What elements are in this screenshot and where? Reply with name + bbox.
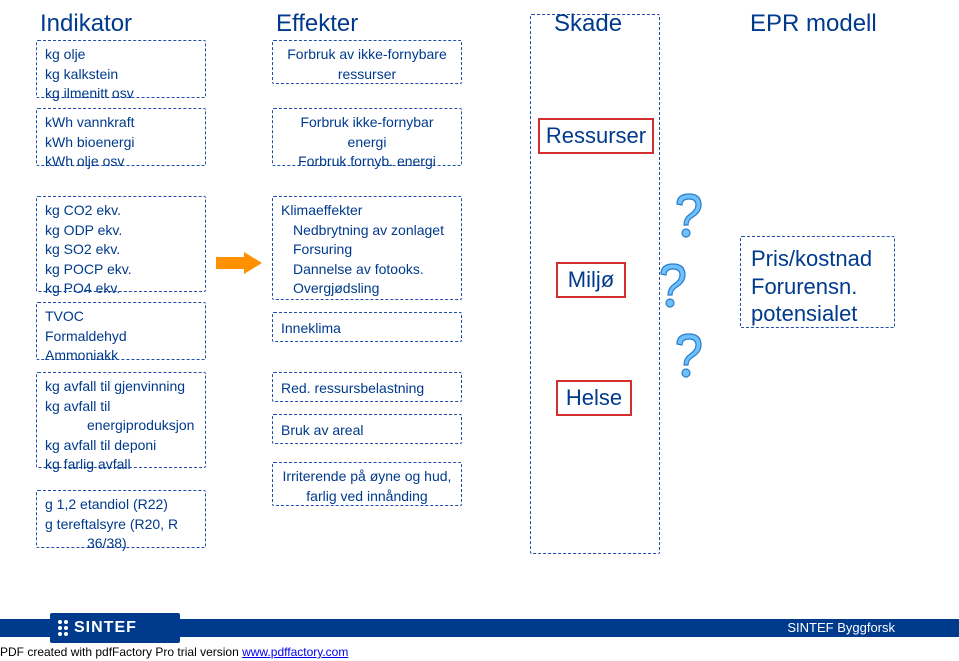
col2-g3: Klimaeffekter Nedbrytning av zonlaget Fo… [272,196,462,300]
text: Forsuring [281,240,453,260]
col3-title: Skade [554,10,622,38]
pdffactory-note: PDF created with pdfFactory Pro trial ve… [0,645,348,659]
question-icon [672,332,706,378]
text: Irriterende på øyne og hud, [281,467,453,487]
text: potensialet [751,300,884,328]
page-number: 11 [926,623,940,638]
text: energiproduksjon [45,416,197,436]
text: g 1,2 etandiol (R22) [45,495,197,515]
text: kg PO4 ekv. [45,279,197,299]
box-ressurser: Ressurser [538,118,654,154]
text: kg kalkstein [45,65,197,85]
logo-text: SINTEF [74,619,137,637]
col1-g6: g 1,2 etandiol (R22) g tereftalsyre (R20… [36,490,206,548]
text: Dannelse av fotooks. [281,260,453,280]
text: kg avfall til deponi [45,436,197,456]
text: Ressurser [546,123,646,149]
col1: Indikator [40,10,132,38]
col2-g6: Bruk av areal [272,414,462,444]
text: PDF created with pdfFactory Pro trial ve… [0,645,242,659]
col4-title: EPR modell [750,10,877,38]
col4-result: Pris/kostnad Forurensn. potensialet [740,236,895,328]
col3: Skade [554,10,622,38]
col2-g7: Irriterende på øyne og hud, farlig ved i… [272,462,462,506]
text: Forbruk fornyb. energi [281,152,453,172]
text: Forbruk av ikke-fornybare [281,45,453,65]
text: Red. ressursbelastning [281,379,453,399]
text: ressurser [281,65,453,85]
text: kg ODP ekv. [45,221,197,241]
arrow-icon [216,252,262,274]
col2: Effekter [276,10,358,38]
text: kg avfall til gjenvinning [45,377,197,397]
sintef-logo: SINTEF [50,613,180,643]
col1-g2: kWh vannkraft kWh bioenergi kWh olje osv [36,108,206,166]
text: Nedbrytning av zonlaget [281,221,453,241]
col2-g4: Inneklima [272,312,462,342]
question-icon [672,192,706,238]
text: kg olje [45,45,197,65]
text: Ammoniakk [45,346,197,366]
text: Helse [566,385,622,411]
text: kg SO2 ekv. [45,240,197,260]
text: kg ilmenitt osv [45,84,197,104]
text: kg avfall til [45,397,197,417]
footer-org: SINTEF Byggforsk [787,620,895,635]
question-icon [656,262,690,308]
col1-g5: kg avfall til gjenvinning kg avfall til … [36,372,206,468]
text: kWh vannkraft [45,113,197,133]
text: kWh bioenergi [45,133,197,153]
text: Pris/kostnad [751,245,884,273]
text: Bruk av areal [281,421,453,441]
text: kg farlig avfall [45,455,197,475]
col2-g5: Red. ressursbelastning [272,372,462,402]
text: kg POCP ekv. [45,260,197,280]
text: Klimaeffekter [281,201,453,221]
box-helse: Helse [556,380,632,416]
col1-g1: kg olje kg kalkstein kg ilmenitt osv [36,40,206,98]
text: Forurensn. [751,273,884,301]
text: Miljø [568,267,614,293]
text: TVOC [45,307,197,327]
text: kg CO2 ekv. [45,201,197,221]
text: Inneklima [281,319,453,339]
col4: EPR modell [750,10,877,38]
text: 36/38) [45,534,197,554]
pdffactory-link[interactable]: www.pdffactory.com [242,645,348,659]
col2-g1: Forbruk av ikke-fornybare ressurser [272,40,462,84]
box-miljo: Miljø [556,262,626,298]
text: kWh olje osv [45,152,197,172]
text: Overgjødsling [281,279,453,299]
text: Forbruk ikke-fornybar [281,113,453,133]
col1-title: Indikator [40,10,132,38]
col1-g3: kg CO2 ekv. kg ODP ekv. kg SO2 ekv. kg P… [36,196,206,292]
col1-g4: TVOC Formaldehyd Ammoniakk [36,302,206,360]
text: g tereftalsyre (R20, R [45,515,197,535]
text: farlig ved innånding [281,487,453,507]
text: energi [281,133,453,153]
col2-title: Effekter [276,10,358,38]
slide: Indikator kg olje kg kalkstein kg ilmeni… [0,0,959,661]
text: Formaldehyd [45,327,197,347]
col2-g2: Forbruk ikke-fornybar energi Forbruk for… [272,108,462,166]
